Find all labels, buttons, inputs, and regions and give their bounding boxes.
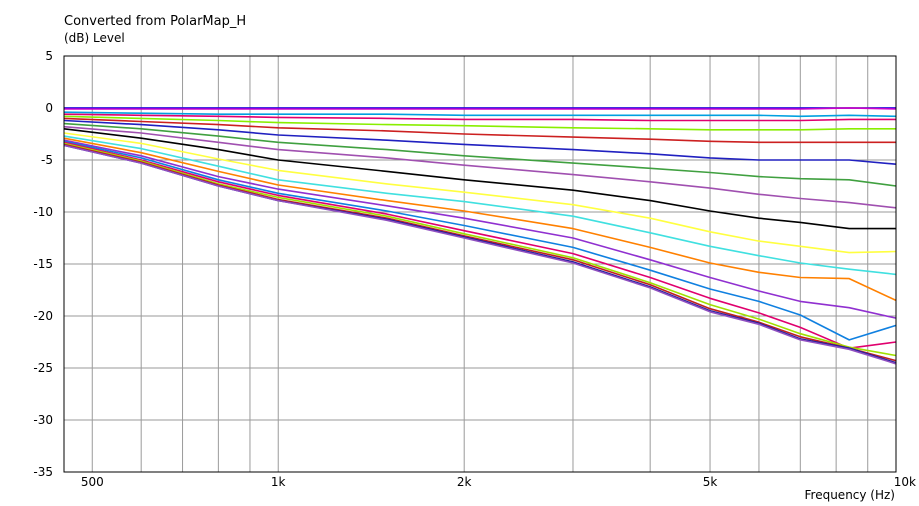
series-line-6 xyxy=(63,115,896,131)
y-tick-label: -20 xyxy=(33,309,53,323)
series-lines xyxy=(63,107,897,365)
series-line-8 xyxy=(63,119,897,165)
x-tick-label: 2k xyxy=(457,475,472,489)
x-tick-label: 5k xyxy=(703,475,718,489)
x-tick-label: 10k xyxy=(894,475,916,489)
series-line-3 xyxy=(64,107,897,110)
series-line-7 xyxy=(63,117,896,144)
y-tick-label: 5 xyxy=(45,49,53,63)
y-tick-label: -30 xyxy=(33,413,53,427)
series-line-14 xyxy=(63,137,897,302)
plot-frame xyxy=(63,55,897,473)
y-axis-label: (dB) Level xyxy=(64,31,125,45)
series-line-19 xyxy=(63,143,897,362)
y-tick-label: -15 xyxy=(33,257,53,271)
series-line-21 xyxy=(63,144,897,365)
series-line-11 xyxy=(63,128,896,230)
y-tick-label: -35 xyxy=(33,465,53,479)
y-tick-label: -5 xyxy=(41,153,53,167)
x-axis-label: Frequency (Hz) xyxy=(805,488,896,502)
chart-title: Converted from PolarMap_H xyxy=(64,14,247,29)
series-line-5 xyxy=(63,113,896,122)
y-tick-label: -25 xyxy=(33,361,53,375)
x-tick-labels: 500 1k 2k 5k 10k xyxy=(81,475,916,489)
y-tick-label: -10 xyxy=(33,205,53,219)
y-tick-labels: 5 0 -5 -10 -15 -20 -25 -30 -35 xyxy=(33,49,53,479)
series-line-17 xyxy=(63,141,897,350)
series-line-15 xyxy=(63,139,897,319)
series-line-4 xyxy=(63,111,897,118)
series-line-18 xyxy=(63,142,897,357)
series-line-16 xyxy=(63,140,897,341)
series-line-10 xyxy=(63,125,897,209)
y-tick-label: 0 xyxy=(45,101,53,115)
series-line-9 xyxy=(63,122,897,187)
x-tick-label: 1k xyxy=(271,475,286,489)
series-line-12 xyxy=(63,132,897,254)
series-line-13 xyxy=(63,135,897,276)
x-tick-label: 500 xyxy=(81,475,104,489)
